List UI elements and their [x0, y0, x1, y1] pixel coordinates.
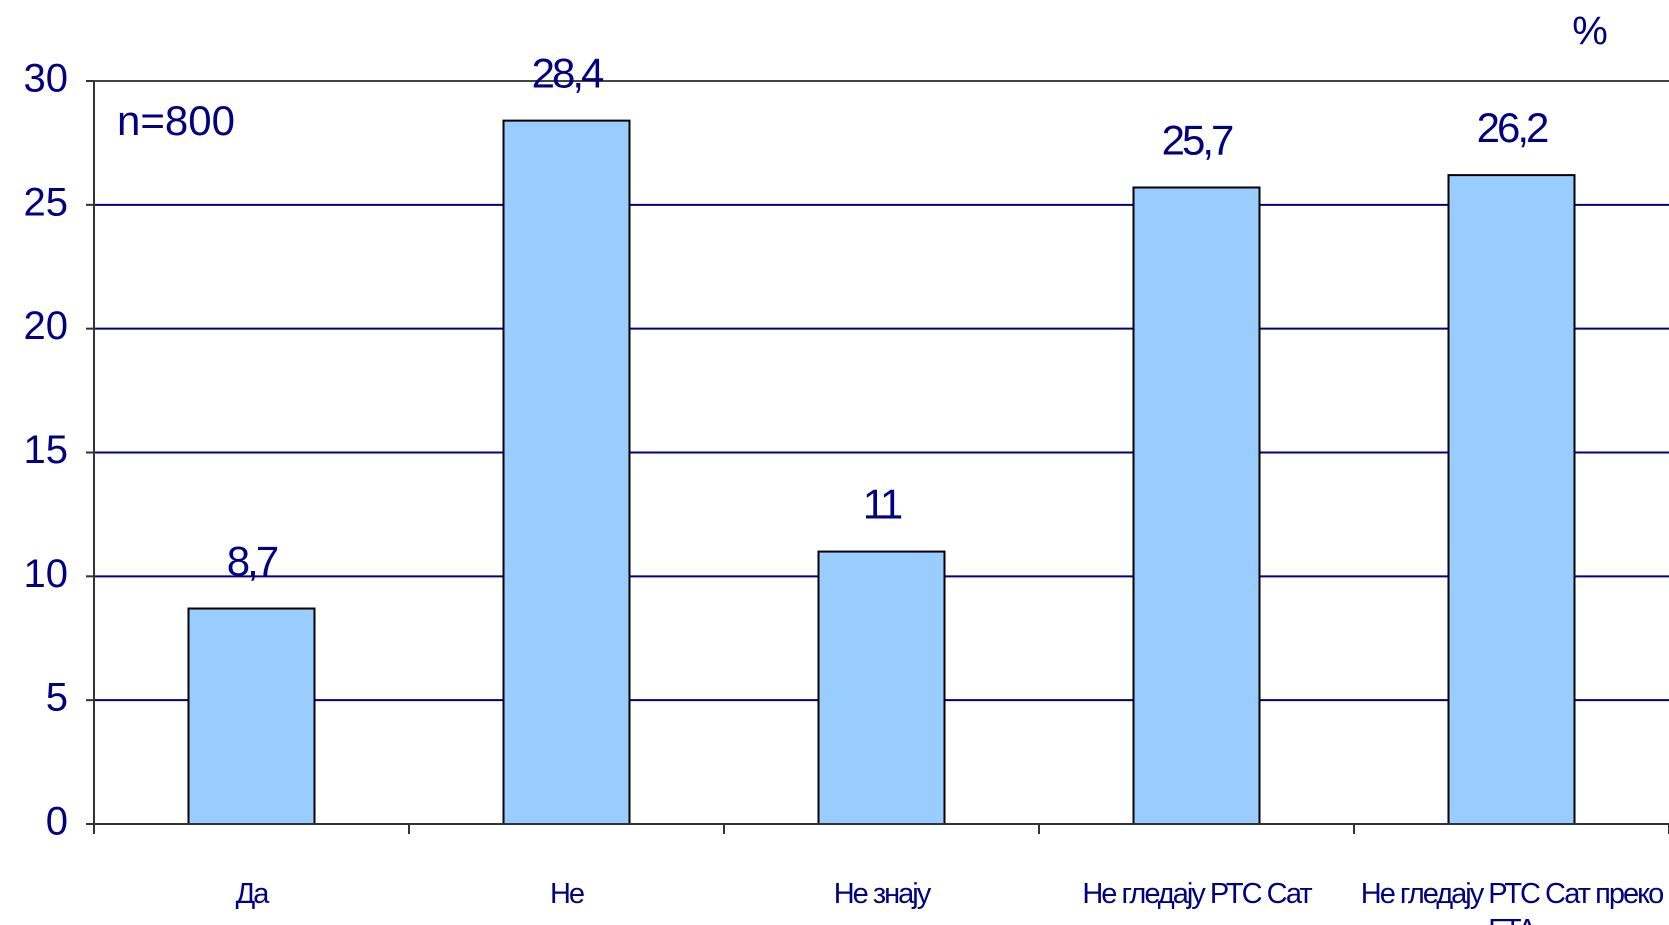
bar [187, 607, 316, 826]
unit-annotation: % [1572, 10, 1608, 54]
y-tick-label: 30 [24, 57, 69, 101]
value-label: 28,4 [532, 50, 604, 97]
bar [1132, 186, 1261, 826]
x-tick-label: Да [235, 878, 270, 910]
bar [1447, 174, 1576, 825]
y-tick-label: 20 [24, 304, 69, 348]
y-tick-label: 10 [24, 552, 69, 596]
bar [817, 550, 946, 825]
x-tick-label: Не гледају РТС Сат преко FTA [1360, 878, 1665, 925]
value-label: 25,7 [1162, 117, 1233, 164]
x-tick-label: Не знају [833, 878, 932, 910]
bar [502, 119, 631, 826]
x-tick-label: Не [549, 878, 585, 910]
x-tick-label: Не гледају РТС Сат [1082, 878, 1312, 910]
value-label: 8,7 [227, 538, 278, 585]
y-tick-label: 0 [46, 800, 68, 844]
sample-annotation: n=800 [117, 97, 235, 144]
y-tick-label: 25 [24, 180, 69, 224]
value-label: 11 [863, 481, 902, 528]
value-label: 26,2 [1477, 104, 1548, 151]
y-tick-label: 15 [24, 428, 69, 472]
y-tick-label: 5 [46, 676, 68, 720]
